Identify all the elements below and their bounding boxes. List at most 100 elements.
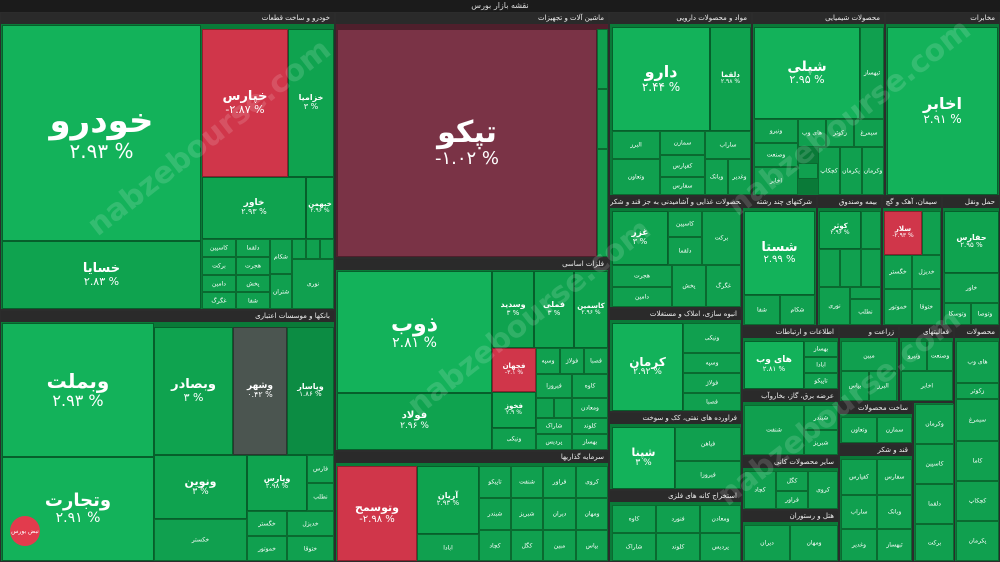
tile-small[interactable]: ختوقا [287, 536, 334, 561]
tile-small[interactable]: کچکاپ [956, 481, 999, 521]
tile-small[interactable]: کاسپین [915, 444, 954, 484]
tile-small[interactable]: پکرمان [840, 147, 862, 195]
tile-small[interactable]: شفا [744, 295, 780, 325]
tile-fkhuz[interactable]: فخوز ۲.۹ % [492, 392, 536, 428]
tile-small[interactable]: پخش [236, 275, 270, 292]
tile-daru[interactable]: دارو ۲.۴۴ % [612, 27, 710, 131]
tile-shpena[interactable]: شپنا ۳ % [612, 427, 675, 489]
tile-khzamia[interactable]: خزامیا ۳ % [288, 29, 334, 177]
tile-small[interactable]: وبانک [877, 495, 912, 529]
tile-vtosmeh[interactable]: وتوسمح -۲.۹۸ % [337, 466, 417, 561]
tile-small[interactable]: دیران [543, 498, 576, 530]
tile-hwab[interactable]: های وب ۲.۸۱ % [744, 341, 804, 389]
tile-vnovin[interactable]: ونوین ۳ % [154, 455, 247, 519]
tile-ghazar[interactable]: غزر ۳ % [612, 211, 668, 265]
tile-small[interactable]: شاراک [536, 418, 572, 434]
tile-small[interactable]: خکستر [154, 519, 247, 561]
tile-small[interactable] [922, 211, 941, 255]
tile-small[interactable]: کاما [956, 441, 999, 481]
tile-small[interactable]: شبندر [479, 498, 511, 530]
tile-small[interactable]: برکت [915, 524, 954, 561]
tile-small[interactable]: کروی [808, 471, 838, 509]
tile-fmli[interactable]: فملی ۳ % [534, 271, 574, 348]
tile-small[interactable]: وبانک [705, 159, 728, 195]
tile-khavar[interactable]: خاور ۲.۹۳ % [202, 177, 306, 239]
tile-small[interactable]: نوری [819, 287, 850, 325]
tile-salar[interactable]: سلار -۲.۹۳ % [884, 211, 922, 255]
tile-small[interactable]: ومهان [790, 525, 838, 561]
tile-small[interactable] [554, 398, 572, 418]
tile-small[interactable]: فصبا [683, 393, 741, 411]
tile-small[interactable]: شنفت [511, 466, 543, 498]
tile-vbsader[interactable]: وبصادر ۳ % [154, 327, 233, 455]
tile-small[interactable]: فولاژ [683, 373, 741, 393]
tile-small[interactable] [840, 249, 861, 287]
tile-small[interactable] [861, 249, 881, 287]
tile-arian[interactable]: آریان ۲.۹۳ % [417, 466, 479, 534]
tile-small[interactable]: خاور [944, 273, 999, 303]
tile-khesapa[interactable]: خسایا ۲.۸۳ % [2, 241, 201, 309]
tile-small[interactable]: وکرمان [915, 404, 954, 444]
tile-small[interactable]: شبندر [804, 405, 838, 430]
tile-small[interactable]: کفپارس [841, 459, 877, 495]
tile-small[interactable]: فرآور [543, 466, 576, 498]
tile-small[interactable]: سیمرغ [956, 399, 999, 441]
tile-small[interactable] [850, 287, 881, 299]
tile-small[interactable]: مبین [543, 530, 576, 561]
tile-small[interactable]: بپاس [841, 371, 869, 401]
tile-vpasar[interactable]: وپاسار ۱.۸۶ % [287, 327, 334, 455]
tile-small[interactable]: کاسپین [202, 239, 236, 257]
tile-small[interactable]: اخابر [901, 371, 953, 401]
tile-tapko[interactable]: تپکو -۱.۰۲ % [337, 29, 597, 257]
tile-small[interactable]: ختوقا [912, 289, 941, 325]
tile-small[interactable]: کچکاپ [818, 147, 840, 195]
tile-small[interactable]: اخابر [754, 167, 798, 195]
tile-small[interactable]: دامین [202, 275, 236, 292]
tile-small[interactable]: سمازن [877, 417, 912, 443]
tile-small[interactable]: شتران [270, 274, 292, 309]
tile-small[interactable]: کروی [576, 466, 608, 498]
tile-small[interactable]: ومعادن [572, 398, 608, 418]
tile-small[interactable]: سمازن [660, 131, 705, 155]
tile-small[interactable]: آبادا [804, 357, 838, 373]
tile-small[interactable]: برکت [702, 211, 741, 265]
tile-small[interactable]: های وب [798, 119, 826, 147]
tile-small[interactable]: شکام [270, 239, 292, 274]
tile-small[interactable]: پخش [672, 265, 706, 307]
tile-small[interactable]: کچاد [744, 471, 776, 509]
tile-dalgha[interactable]: دلقما ۲.۹۸ % [710, 27, 751, 131]
tile-small[interactable]: فیاهن [675, 427, 741, 461]
tile-small[interactable]: پردیس [536, 434, 572, 450]
tile-small[interactable]: خگستر [247, 511, 287, 536]
tile-small[interactable]: کفپارس [660, 155, 705, 177]
tile-small[interactable]: کلوند [656, 533, 700, 561]
tile-vshahr[interactable]: وشهر ۰.۴۲ % [233, 327, 287, 455]
tile-zob[interactable]: ذوب ۲.۸۱ % [337, 271, 492, 393]
tile-small[interactable]: البرز [612, 131, 660, 159]
tile-small[interactable]: ساراب [705, 131, 751, 159]
tile-small[interactable]: ثبهساز [877, 529, 912, 561]
tile-small[interactable]: شبریز [511, 498, 543, 530]
tile-small[interactable]: سفارس [660, 177, 705, 195]
tile-kerman[interactable]: کرمان ۲.۹۲ % [612, 323, 683, 411]
tile-small[interactable]: سیمرغ [854, 119, 884, 147]
tile-small[interactable]: آبادا [417, 534, 479, 561]
tile-small[interactable]: فنورد [656, 505, 700, 533]
tile-small[interactable]: کچاد [479, 530, 511, 561]
tile-small[interactable]: ساراب [841, 495, 877, 529]
tile-small[interactable]: کاوه [612, 505, 656, 533]
tile-small[interactable]: کگل [776, 471, 808, 491]
tile-small[interactable]: دلقما [915, 484, 954, 524]
tile-khbahman[interactable]: خبهمن ۲.۹۶ % [306, 177, 334, 239]
tile-small[interactable]: شبریز [804, 430, 838, 455]
tile-small[interactable]: هجرت [612, 265, 672, 287]
tile-small[interactable]: شنفت [744, 405, 804, 455]
tile-small[interactable]: دامین [612, 287, 672, 307]
tile-small[interactable]: نوری [292, 259, 334, 309]
tile-small[interactable]: پردیس [700, 533, 741, 561]
tile-vsepid[interactable]: وسدید ۳ % [492, 271, 534, 348]
tile-small[interactable]: زکوثر [826, 119, 854, 147]
tile-hafarin[interactable]: حفارس ۲.۹۵ % [944, 211, 999, 273]
tile-small[interactable]: شفا [236, 292, 270, 309]
tile-small[interactable]: سفارس [877, 459, 912, 495]
